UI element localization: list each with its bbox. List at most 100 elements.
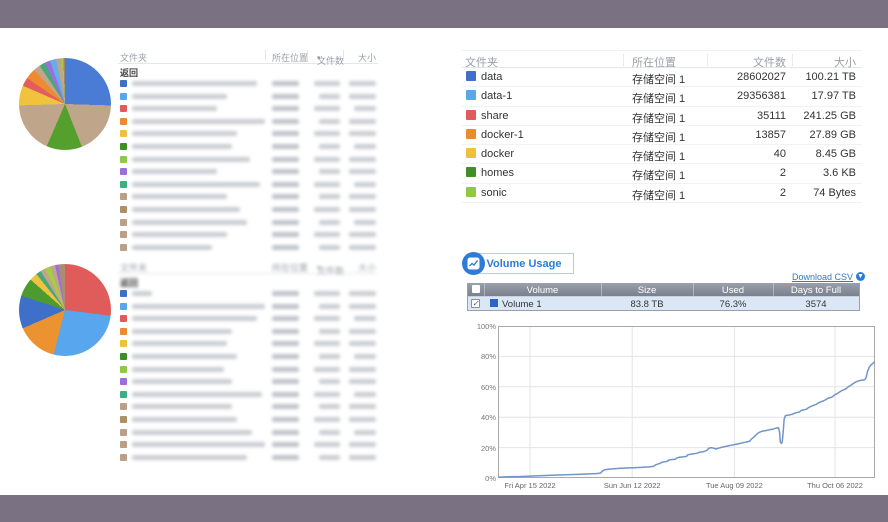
redacted-folder-row[interactable] (118, 203, 378, 216)
y-axis-tick-label: 20% (480, 443, 496, 453)
redacted-location (272, 169, 299, 175)
folder-summary-table: 文件夹 所在位置 文件数 大小 data 存储空间 1 28602027 100.21… (462, 50, 862, 204)
redacted-location (272, 379, 299, 385)
redacted-folder-row[interactable] (118, 337, 378, 350)
header-size[interactable]: 大小 (834, 57, 856, 69)
redacted-folder-row[interactable] (118, 165, 378, 178)
volume-usage-line-chart: 0% 20% 40% 60% 80% 100% Fri Apr 15 2022 Sun Ju… (477, 322, 875, 490)
redacted-folder-row[interactable] (118, 115, 378, 128)
redacted-folder-row[interactable] (118, 178, 378, 191)
header-days-to-full[interactable]: Days to Full (790, 285, 842, 296)
select-all-checkbox[interactable] (472, 285, 480, 293)
folder-filecount: 2 (779, 167, 786, 180)
redacted-folder-row[interactable] (118, 216, 378, 229)
redacted-folder-row[interactable] (118, 77, 378, 90)
header-location[interactable]: 所在位置 (632, 57, 676, 69)
volume-usage-title-box: Volume Usage (474, 253, 574, 274)
header-location[interactable]: 所在位置 (272, 53, 309, 63)
redacted-folder-row[interactable] (118, 300, 378, 313)
folder-filecount: 35111 (757, 109, 786, 122)
column-divider (693, 283, 694, 296)
folder-color-swatch (120, 315, 127, 323)
folder-row[interactable]: sonic 存储空间 1 2 74 Bytes (462, 184, 862, 204)
redacted-location (272, 291, 299, 296)
folder-row[interactable]: data-1 存储空间 1 29356381 17.97 TB (462, 87, 862, 107)
folder-color-swatch (466, 167, 476, 178)
redacted-folder-row[interactable] (118, 438, 378, 451)
redacted-folder-row[interactable] (118, 228, 378, 241)
header-volume[interactable]: Volume (526, 285, 559, 296)
folder-row[interactable]: docker 存储空间 1 40 8.45 GB (462, 145, 862, 165)
redacted-location (272, 232, 299, 238)
volume-checkbox[interactable]: ✓ (471, 299, 480, 308)
folder-color-swatch (120, 453, 127, 461)
header-location[interactable]: 所在位置 (272, 263, 309, 273)
redacted-folder-row[interactable] (118, 451, 378, 464)
redacted-folder-row[interactable] (118, 400, 378, 413)
redacted-size (354, 143, 376, 149)
redacted-folder-row[interactable] (118, 388, 378, 401)
redacted-folder-row[interactable] (118, 153, 378, 166)
folder-color-swatch (120, 403, 127, 411)
redacted-size (349, 194, 376, 200)
download-csv-link[interactable]: Download CSV (791, 272, 853, 282)
redacted-filecount (319, 219, 340, 225)
redacted-folder-row[interactable] (118, 350, 378, 363)
folder-color-swatch (466, 71, 476, 81)
volume-row[interactable]: ✓ Volume 1 83.8 TB 76.3% 3574 (468, 296, 859, 310)
folder-row[interactable]: docker-1 存储空间 1 13857 27.89 GB (462, 126, 862, 146)
folder-filecount: 29356381 (737, 90, 786, 103)
redacted-location (272, 328, 299, 334)
redacted-folder-row[interactable] (118, 127, 378, 140)
column-divider (792, 54, 793, 66)
redacted-folder-name (132, 131, 237, 137)
header-size[interactable]: 大小 (357, 53, 376, 63)
header-volume-size[interactable]: Size (637, 285, 657, 296)
redacted-filecount (319, 169, 340, 175)
redacted-size (349, 131, 376, 137)
header-folder[interactable]: 文件夹 (465, 57, 498, 69)
redacted-folder-row[interactable] (118, 140, 378, 153)
back-link[interactable]: 返回 (120, 278, 139, 288)
folder-color-swatch (120, 180, 127, 188)
folder-row[interactable]: share 存储空间 1 35111 241.25 GB (462, 107, 862, 126)
redacted-folder-row[interactable] (118, 375, 378, 388)
folder-row[interactable]: data 存储空间 1 28602027 100.21 TB (462, 68, 862, 88)
redacted-location (272, 194, 299, 200)
header-volume-used[interactable]: Used (721, 285, 745, 296)
header-size[interactable]: 大小 (357, 263, 376, 273)
redacted-location (272, 156, 299, 162)
folder-location: 存储空间 1 (632, 151, 686, 164)
folder-location: 存储空间 1 (632, 189, 686, 202)
redacted-folder-row[interactable] (118, 190, 378, 203)
redacted-folder-row[interactable] (118, 363, 378, 376)
redacted-folder-row[interactable] (118, 241, 378, 254)
download-csv-icon[interactable]: ▼ (856, 272, 865, 281)
folder-filecount: 13857 (755, 128, 786, 141)
redacted-filecount (314, 206, 340, 212)
redacted-folder-row[interactable] (118, 325, 378, 338)
header-filecount[interactable]: 文件数 (753, 57, 786, 69)
redacted-folder-row[interactable] (118, 102, 378, 115)
sort-arrow-icon: ▾ (317, 55, 321, 62)
header-folder[interactable]: 文件夹 (120, 53, 148, 63)
redacted-folder-row[interactable] (118, 426, 378, 439)
redacted-folder-row[interactable] (118, 90, 378, 103)
chart-plot-area (498, 326, 875, 478)
redacted-folder-row[interactable] (118, 312, 378, 325)
redacted-size (349, 81, 376, 86)
redacted-filecount (319, 454, 340, 460)
redacted-folder-row[interactable] (118, 287, 378, 300)
redacted-folder-row[interactable] (118, 413, 378, 426)
redacted-size (349, 442, 376, 448)
back-link[interactable]: 返回 (120, 68, 139, 78)
folder-color-swatch (120, 327, 127, 335)
folder-location: 存储空间 1 (632, 93, 686, 106)
redacted-filecount (319, 429, 340, 435)
volume-usage-chart-icon (462, 252, 485, 275)
folder-row[interactable]: homes 存储空间 1 2 3.6 KB (462, 164, 862, 184)
folder-size: 27.89 GB (809, 128, 856, 141)
redacted-size (354, 106, 376, 112)
header-folder[interactable]: 文件夹 (120, 263, 148, 273)
folder-location: 存储空间 1 (632, 131, 686, 144)
